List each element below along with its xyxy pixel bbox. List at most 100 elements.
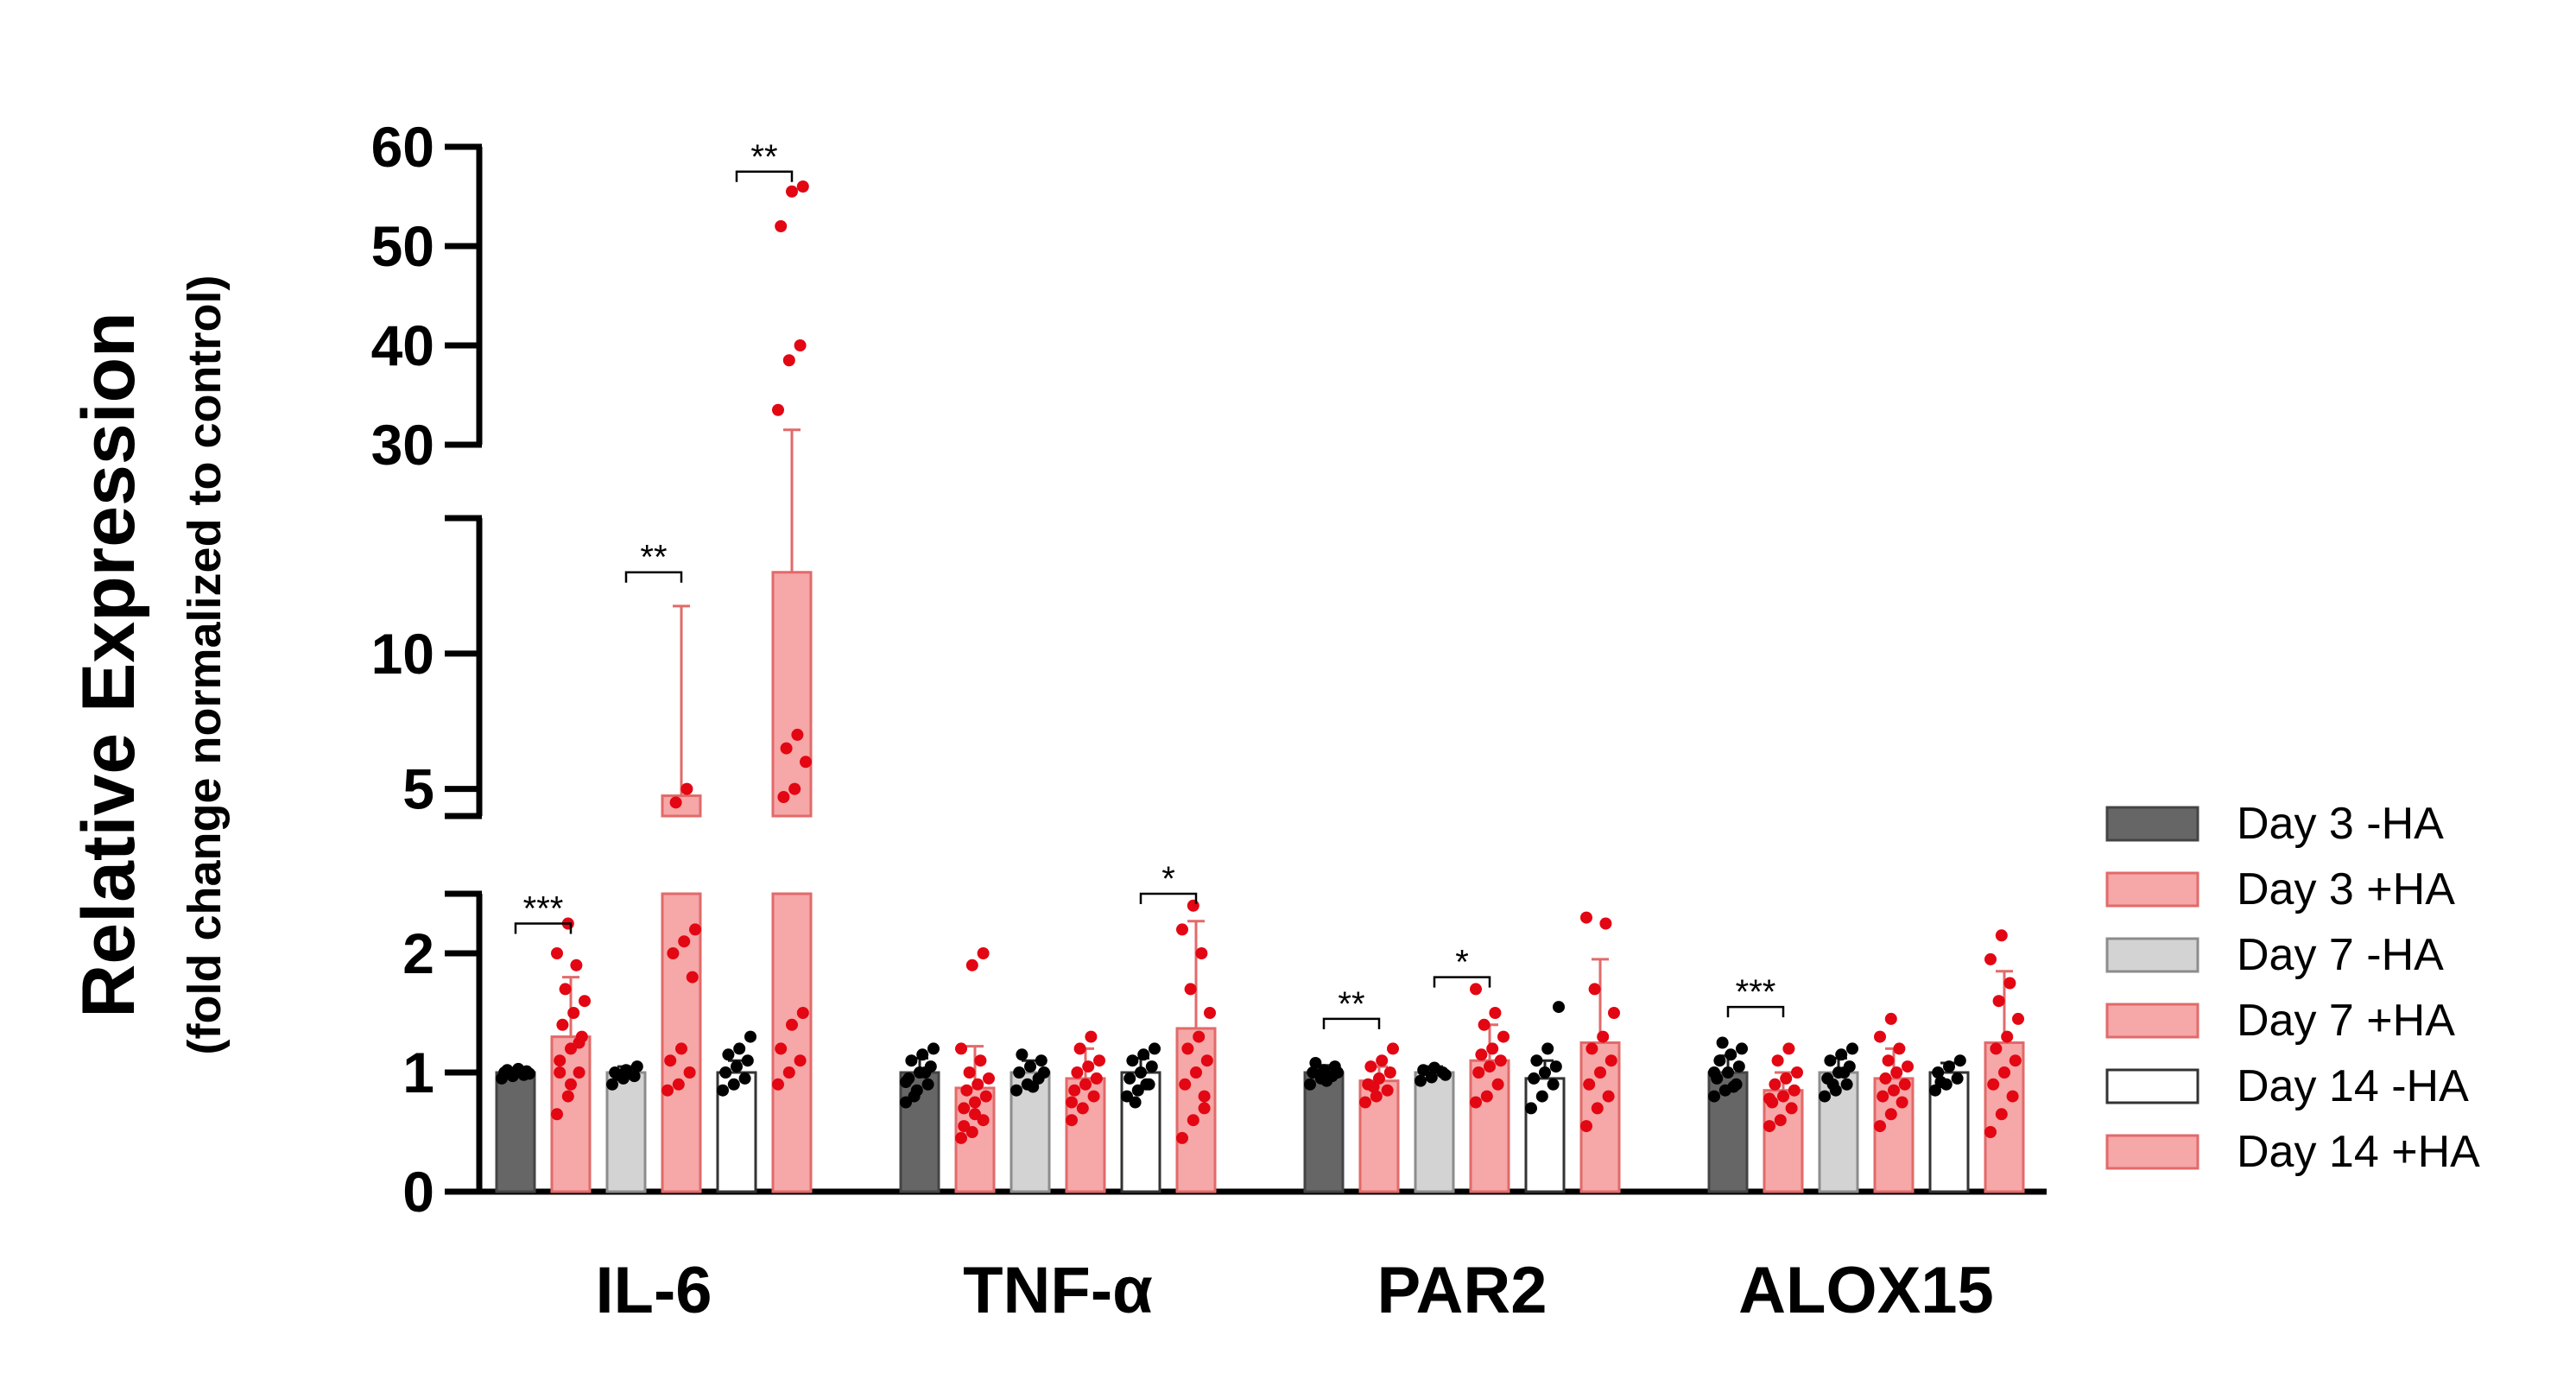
data-point [796, 180, 809, 193]
data-point [1491, 1078, 1504, 1091]
data-point [1879, 1072, 1892, 1085]
significance-bracket [735, 170, 794, 182]
data-point [1708, 1090, 1720, 1103]
legend: Day 3 -HA Day 3 +HA Day 7 -HA Day 7 +HA Day … [2105, 799, 2480, 1177]
legend-label: Day 14 +HA [2237, 1127, 2480, 1177]
data-point [1597, 1030, 1610, 1043]
legend-swatch [2105, 1003, 2199, 1039]
data-point [1187, 899, 1199, 912]
data-point [1771, 1054, 1784, 1067]
data-point [1497, 1030, 1510, 1043]
data-point [561, 1090, 574, 1103]
data-point [1024, 1060, 1036, 1073]
data-point [1079, 1078, 1092, 1091]
data-point [717, 1084, 729, 1097]
data-point [661, 1084, 674, 1097]
data-point [921, 1078, 934, 1091]
data-point [1076, 1102, 1089, 1115]
legend-swatch [2105, 1068, 2199, 1104]
data-point [1708, 1066, 1720, 1079]
data-point [1539, 1066, 1551, 1079]
data-point [2001, 1030, 2014, 1043]
data-point [963, 1066, 976, 1079]
data-point [1583, 1078, 1596, 1091]
category-label: ALOX15 [1738, 1254, 1994, 1327]
data-point [958, 1102, 971, 1115]
data-point [1580, 911, 1592, 924]
data-point [1204, 1007, 1216, 1019]
data-point [1415, 1074, 1427, 1087]
legend-label: Day 3 +HA [2237, 864, 2455, 914]
y-axis-label: Relative Expression [67, 312, 150, 1017]
significance-bracket [1139, 892, 1198, 904]
data-point [1846, 1042, 1858, 1055]
data-point [794, 1054, 807, 1067]
data-point [1318, 1064, 1330, 1077]
data-point [955, 1042, 967, 1055]
data-point [1129, 1096, 1142, 1109]
data-point [1547, 1078, 1560, 1091]
data-point [788, 782, 801, 795]
bar [1469, 1059, 1510, 1193]
data-point [979, 1090, 992, 1103]
data-point [1370, 1090, 1383, 1103]
data-point [1530, 1054, 1543, 1067]
data-point [969, 1108, 981, 1121]
data-point [1073, 1042, 1086, 1055]
data-point [523, 1067, 535, 1080]
data-point [1763, 1092, 1775, 1105]
data-point [777, 791, 790, 804]
data-point [570, 959, 583, 971]
data-point [1788, 1084, 1801, 1097]
data-point [1998, 1066, 2010, 1079]
y-tick-label: 30 [371, 413, 434, 477]
data-point [1307, 1066, 1320, 1079]
data-point [1791, 1066, 1803, 1079]
data-points [496, 180, 2024, 1144]
data-point [738, 1072, 751, 1085]
data-point [1475, 1048, 1488, 1061]
legend-swatch [2105, 871, 2199, 908]
data-point [503, 1066, 516, 1079]
data-point [1149, 1042, 1161, 1055]
data-point [1824, 1054, 1837, 1067]
data-point [1902, 1060, 1914, 1073]
data-point [554, 1054, 566, 1067]
data-point [974, 1054, 987, 1067]
data-point [1470, 1096, 1482, 1109]
data-point [1016, 1048, 1029, 1061]
data-point [727, 1078, 740, 1091]
data-point [1027, 1080, 1040, 1093]
category-label: TNF-α [963, 1254, 1153, 1327]
data-point [1480, 1090, 1493, 1103]
significance-label: ** [1338, 985, 1364, 1023]
data-point [678, 935, 691, 948]
y-tick-label: 1 [402, 1041, 434, 1104]
data-point [1838, 1066, 1851, 1079]
data-point [1187, 1114, 1199, 1127]
y-axis-title: Relative Expression (fold change normali… [67, 275, 231, 1055]
data-point [2012, 1012, 2024, 1025]
data-point [719, 1066, 732, 1079]
data-point [1951, 1072, 1964, 1085]
significance-bracket [514, 922, 573, 934]
data-point [1525, 1102, 1537, 1115]
data-point [1553, 1001, 1565, 1014]
data-point [1604, 1054, 1617, 1067]
y-tick-label: 2 [402, 921, 434, 985]
data-point [919, 1066, 932, 1079]
data-point [1727, 1080, 1740, 1093]
data-point [1332, 1066, 1344, 1079]
y-axis-sublabel: (fold change normalized to control) [179, 275, 231, 1055]
data-point [1090, 1072, 1103, 1085]
data-point [1376, 1054, 1389, 1067]
data-point [1932, 1066, 1945, 1079]
data-point [1716, 1036, 1729, 1049]
data-point [731, 1060, 743, 1073]
data-point [1713, 1054, 1726, 1067]
data-point [1082, 1060, 1095, 1073]
data-point [1840, 1078, 1853, 1091]
data-point [1782, 1042, 1795, 1055]
data-point [1309, 1056, 1322, 1069]
